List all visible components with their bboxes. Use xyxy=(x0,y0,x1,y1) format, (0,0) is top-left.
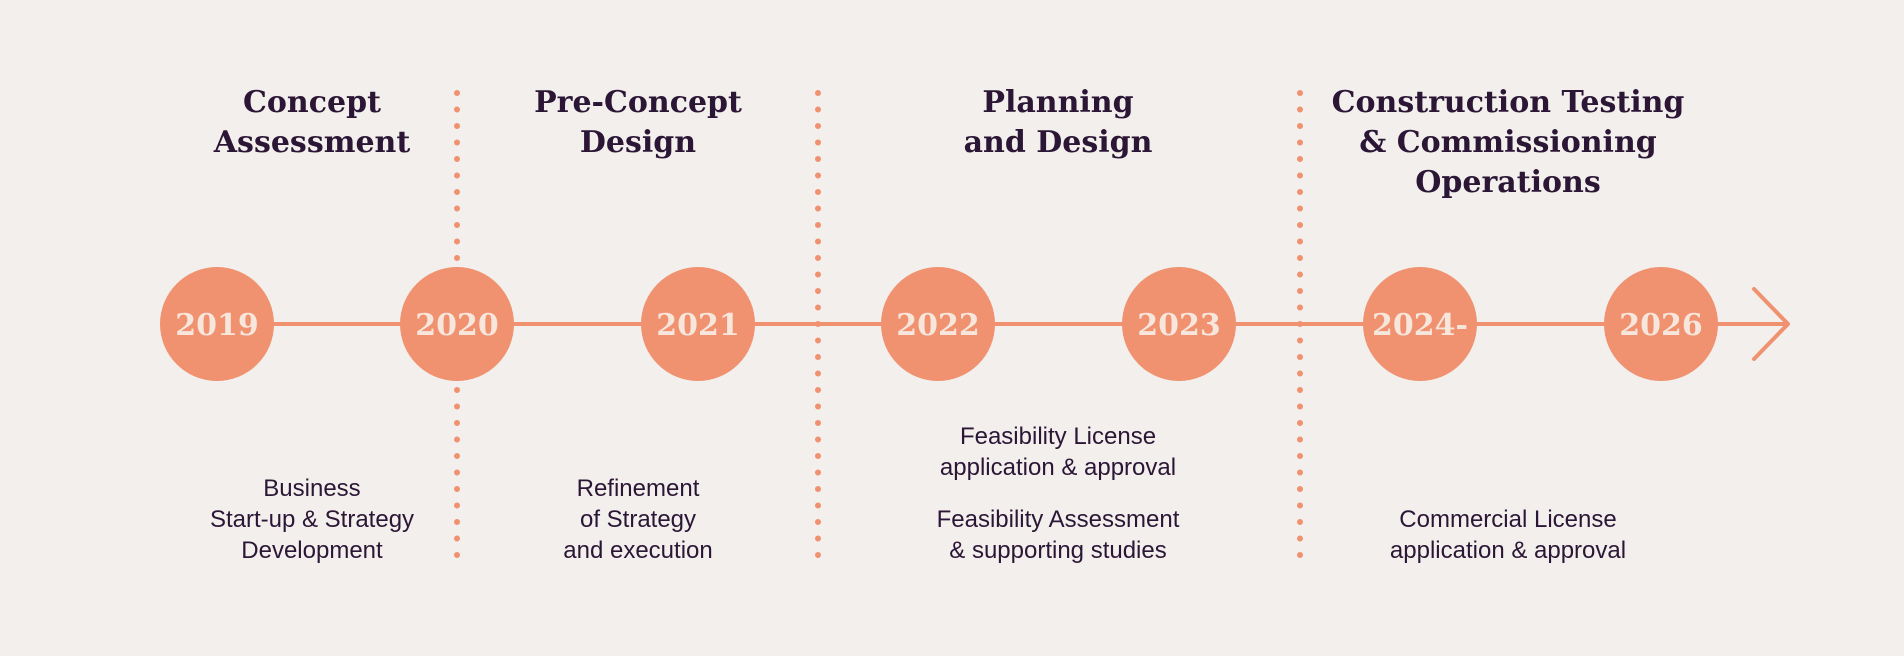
arrow-right-icon xyxy=(1752,287,1790,361)
phase-title-line: Operations xyxy=(1415,165,1601,200)
phase-title-line: Concept xyxy=(243,85,381,120)
phase-title-line: Pre-Concept xyxy=(534,85,742,120)
year-label: 2019 xyxy=(175,308,259,343)
description-refinement: Refinement of Strategy and execution xyxy=(488,473,788,566)
description-line: Feasibility License xyxy=(959,423,1157,450)
description-line: application & approval xyxy=(1389,537,1627,564)
phase-title-pre-concept-design: Pre-Concept Design xyxy=(488,83,788,163)
description-feasibility-assessment: Feasibility Assessment & supporting stud… xyxy=(888,504,1228,566)
year-node-2026: 2026 xyxy=(1604,267,1718,381)
year-label: 2020 xyxy=(415,308,499,343)
phase-title-line: Assessment xyxy=(213,125,411,160)
year-node-2019: 2019 xyxy=(160,267,274,381)
description-business-strategy: Business Start-up & Strategy Development xyxy=(162,473,462,566)
phase-title-construction-operations: Construction Testing & Commissioning Ope… xyxy=(1328,83,1688,203)
year-node-2021: 2021 xyxy=(641,267,755,381)
phase-title-line: and Design xyxy=(963,125,1153,160)
description-commercial-license: Commercial License application & approva… xyxy=(1338,504,1678,566)
phase-title-line: Design xyxy=(579,125,697,160)
year-label: 2021 xyxy=(656,308,740,343)
description-line: of Strategy xyxy=(579,506,697,533)
description-line: and execution xyxy=(563,537,713,564)
year-node-2023: 2023 xyxy=(1122,267,1236,381)
year-label: 2024- xyxy=(1372,308,1468,343)
description-line: Business xyxy=(263,475,361,502)
description-line: Commercial License xyxy=(1399,506,1617,533)
phase-title-line: & Commissioning xyxy=(1359,125,1657,160)
year-label: 2022 xyxy=(896,308,980,343)
description-line: & supporting studies xyxy=(949,537,1167,564)
year-node-2020: 2020 xyxy=(400,267,514,381)
description-line: Refinement xyxy=(576,475,700,502)
year-label: 2026 xyxy=(1619,308,1703,343)
description-feasibility-license: Feasibility License application & approv… xyxy=(888,421,1228,483)
year-node-2024: 2024- xyxy=(1363,267,1477,381)
phase-title-line: Planning xyxy=(982,85,1134,120)
year-label: 2023 xyxy=(1137,308,1221,343)
year-node-2022: 2022 xyxy=(881,267,995,381)
phase-title-planning-and-design: Planning and Design xyxy=(908,83,1208,163)
description-line: application & approval xyxy=(939,454,1177,481)
description-line: Start-up & Strategy xyxy=(209,506,415,533)
phase-title-concept-assessment: Concept Assessment xyxy=(162,83,462,163)
description-line: Feasibility Assessment xyxy=(936,506,1180,533)
description-line: Development xyxy=(241,537,383,564)
phase-title-line: Construction Testing xyxy=(1331,85,1685,120)
